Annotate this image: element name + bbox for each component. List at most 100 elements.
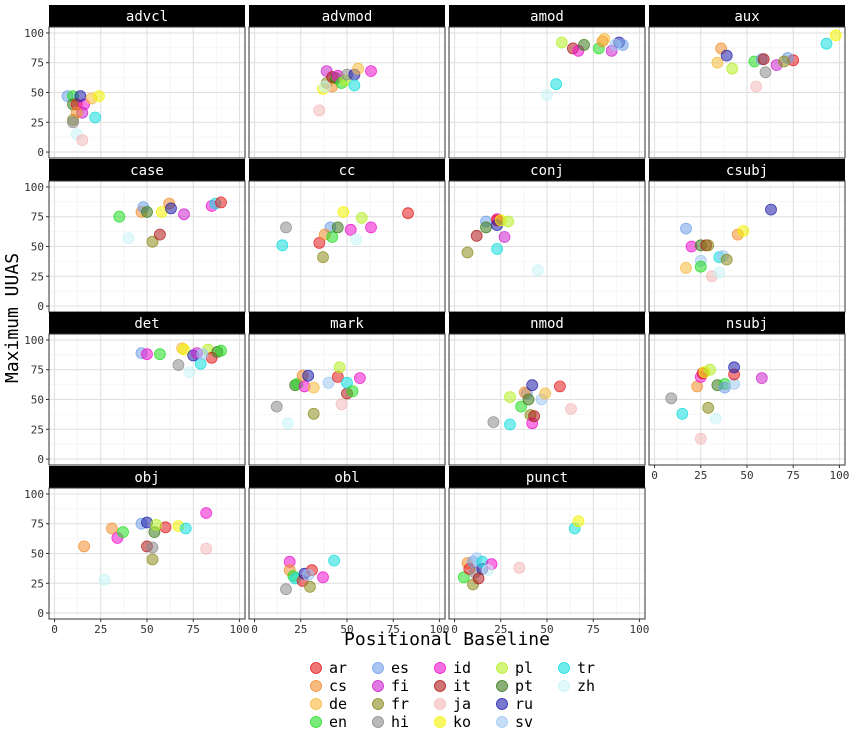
data-points xyxy=(61,90,105,147)
legend-label: es xyxy=(391,659,409,677)
x-tick-label: 75 xyxy=(587,623,600,636)
point-en xyxy=(694,260,707,273)
point-fr xyxy=(720,253,733,266)
point-ko xyxy=(178,343,190,356)
point-ko xyxy=(829,29,842,42)
point-ja xyxy=(694,432,707,445)
point-fr xyxy=(146,553,159,566)
point-cs xyxy=(106,522,118,535)
point-ko xyxy=(737,225,750,237)
legend-item-id: id xyxy=(434,659,471,677)
x-tick-label: 25 xyxy=(694,469,707,482)
point-de xyxy=(539,387,552,400)
legend-label: ja xyxy=(453,695,471,713)
x-tick-label: 0 xyxy=(251,623,258,636)
panel-title: csubj xyxy=(726,163,768,179)
y-tick-label: 75 xyxy=(31,364,44,377)
y-tick-label: 50 xyxy=(31,87,44,100)
x-tick-label: 75 xyxy=(387,623,400,636)
point-fr xyxy=(317,251,329,264)
legend-item-zh: zh xyxy=(558,677,595,695)
legend-label: pt xyxy=(515,677,533,695)
panel-csubj: csubj xyxy=(648,159,846,313)
point-it xyxy=(472,572,485,585)
point-pl xyxy=(504,391,516,404)
data-points xyxy=(276,206,414,264)
point-pt xyxy=(480,221,492,234)
panel-strip xyxy=(49,5,245,27)
panel-title: obl xyxy=(334,470,359,486)
x-tick-label: 100 xyxy=(230,623,250,636)
data-points xyxy=(135,342,227,379)
point-pt xyxy=(331,221,344,234)
y-tick-label: 100 xyxy=(24,27,44,40)
point-tr xyxy=(341,376,353,389)
legend-swatch xyxy=(496,716,508,728)
panel-strip xyxy=(49,466,245,488)
legend-label: fr xyxy=(391,695,409,713)
panel-border xyxy=(448,333,646,466)
point-de xyxy=(307,381,320,394)
point-pl xyxy=(704,363,716,376)
panel-strip xyxy=(649,159,845,181)
point-id xyxy=(317,571,329,584)
point-ja xyxy=(76,134,89,147)
legend-label: cs xyxy=(329,677,347,695)
legend-label: ar xyxy=(329,659,347,677)
legend-swatch xyxy=(310,698,322,710)
legend-label: hi xyxy=(391,713,409,729)
y-tick-label: 100 xyxy=(24,334,44,347)
point-id xyxy=(365,65,377,77)
legend-label: zh xyxy=(577,677,595,695)
y-tick-label: 25 xyxy=(31,577,44,590)
x-tick-label: 25 xyxy=(294,623,307,636)
point-pl xyxy=(355,211,368,224)
point-en xyxy=(515,400,527,413)
point-fr xyxy=(146,235,159,248)
point-en xyxy=(215,344,227,357)
legend-item-pl: pl xyxy=(496,659,533,677)
point-tr xyxy=(550,78,563,91)
y-tick-label: 0 xyxy=(37,607,44,620)
point-ru xyxy=(165,202,177,215)
panel-strip xyxy=(649,5,845,27)
point-zh xyxy=(98,573,111,586)
point-de xyxy=(598,33,611,45)
point-de xyxy=(352,62,365,75)
y-tick-label: 75 xyxy=(31,211,44,224)
point-sv xyxy=(322,376,335,389)
point-ru xyxy=(74,90,87,102)
legend-label: it xyxy=(453,677,471,695)
point-de xyxy=(680,261,692,274)
y-tick-label: 50 xyxy=(31,548,44,561)
legend-item-tr: tr xyxy=(558,659,595,677)
point-fr xyxy=(778,55,790,68)
legend-item-sv: sv xyxy=(496,713,533,729)
panel-border xyxy=(448,26,646,159)
point-en xyxy=(346,385,359,398)
point-it xyxy=(470,229,483,242)
point-en xyxy=(117,526,129,538)
point-fi xyxy=(178,208,190,221)
point-ar xyxy=(554,380,566,393)
data-points xyxy=(680,203,777,283)
x-tick-label: 50 xyxy=(340,623,353,636)
x-tick-label: 0 xyxy=(51,623,58,636)
legend-item-fr: fr xyxy=(372,695,409,713)
point-id xyxy=(365,221,377,234)
point-ko xyxy=(93,90,105,102)
point-hi xyxy=(665,392,678,405)
panel-strip xyxy=(249,312,445,334)
data-points xyxy=(113,196,227,248)
y-tick-label: 100 xyxy=(24,181,44,194)
panel-case: case 0 25 50 75 100 xyxy=(24,159,246,313)
panel-mark: mark xyxy=(248,312,446,466)
point-cs xyxy=(78,540,90,553)
point-es xyxy=(680,222,692,235)
legend-label: ko xyxy=(453,713,471,729)
panel-det: det 0 25 50 75 100 xyxy=(24,312,246,466)
panel-title: nmod xyxy=(530,316,564,332)
x-tick-label: 25 xyxy=(494,623,507,636)
grid-lines xyxy=(449,181,645,312)
